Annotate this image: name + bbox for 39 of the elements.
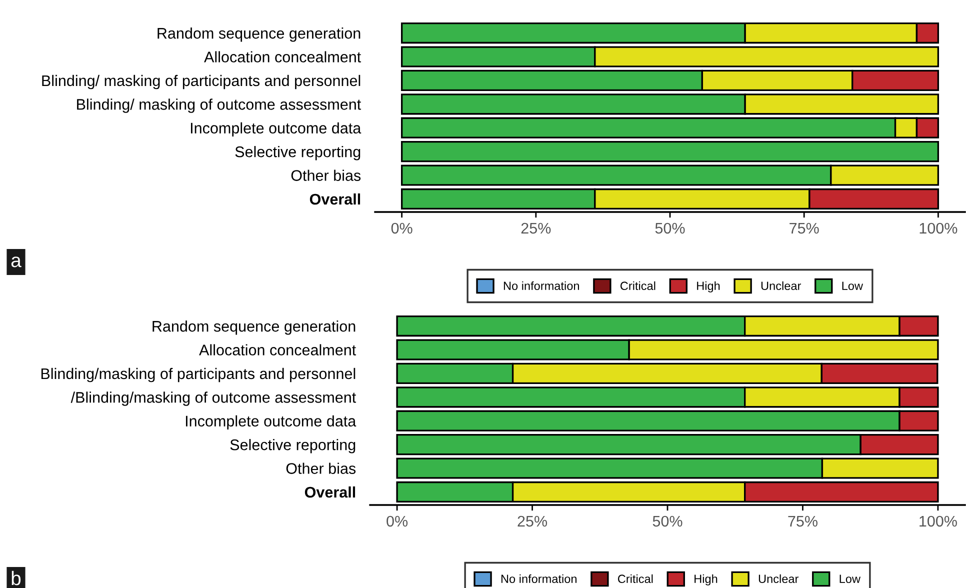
y-tick-label: Overall xyxy=(304,486,356,498)
x-tick-label: 25% xyxy=(521,222,551,234)
y-tick-label: Other bias xyxy=(286,462,356,474)
y-tick-label: Blinding/ masking of participants and personnel xyxy=(42,74,360,90)
text: a xyxy=(11,256,22,268)
y-tick-label: Incomplete outcome data xyxy=(190,122,362,137)
x-tick-label: 75% xyxy=(788,516,818,527)
y-tick-label: Blinding/ masking of outcome assessment xyxy=(77,98,362,113)
y-tick-label: Random sequence generation xyxy=(158,28,360,42)
x-tick-label: 50% xyxy=(655,222,685,234)
x-tick-label: 25% xyxy=(518,516,548,527)
y-tick-label: Allocation concealment xyxy=(199,344,356,356)
y-tick-label: Incomplete outcome data xyxy=(186,415,356,430)
y-tick-label: /Blinding/masking of outcome assessment xyxy=(70,392,356,406)
y-tick-label: Other bias xyxy=(291,170,361,181)
legend-label: No information xyxy=(504,281,579,290)
x-tick-label: 100% xyxy=(920,222,958,234)
y-tick-label: Blinding/masking of participants and personnel xyxy=(41,368,356,382)
legend-label: Unclear xyxy=(758,574,798,584)
legend-label: Critical xyxy=(618,574,653,584)
y-tick-label: Selective reporting xyxy=(230,439,356,454)
y-tick-label: Selective reporting xyxy=(235,146,360,160)
x-tick-label: 100% xyxy=(920,516,957,527)
legend-label: Unclear xyxy=(761,281,801,290)
y-tick-label: Overall xyxy=(310,193,360,205)
x-tick-label: 0% xyxy=(391,222,412,234)
bar xyxy=(400,141,940,162)
x-tick-label: 75% xyxy=(790,222,819,234)
y-tick-label: Allocation concealment xyxy=(204,51,362,62)
y-tick-label: Random sequence generation xyxy=(152,320,356,335)
legend-label: High xyxy=(697,281,720,292)
x-tick-label: 0% xyxy=(386,516,408,527)
x-tick-label: 50% xyxy=(652,516,682,527)
legend-label: Low xyxy=(842,282,864,290)
text: b xyxy=(12,570,21,586)
legend-label: Critical xyxy=(620,281,656,290)
legend-label: Low xyxy=(840,574,861,584)
legend-label: High xyxy=(694,574,718,586)
legend-label: No information xyxy=(501,574,576,584)
